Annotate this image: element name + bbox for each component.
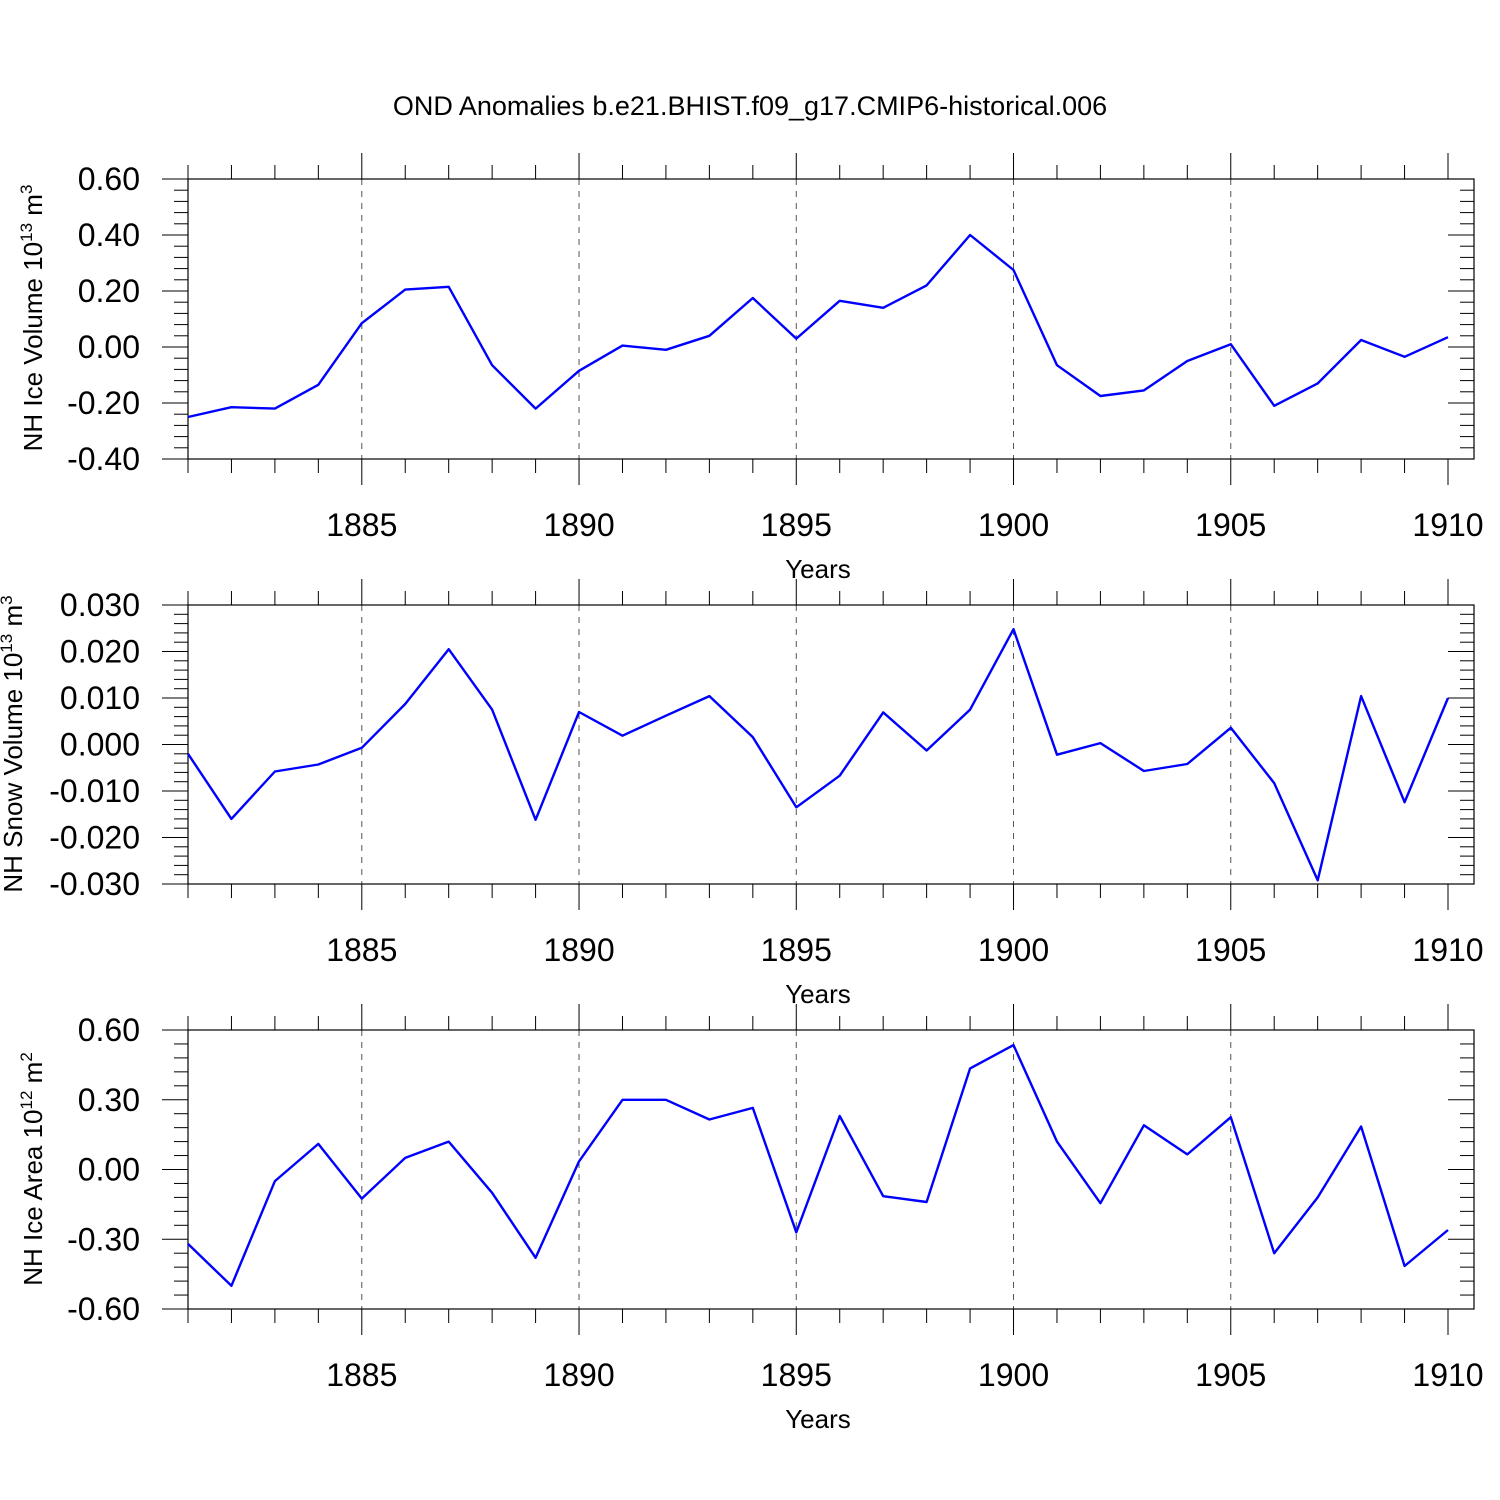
plot-frame (187, 604, 1475, 885)
x-tick-label: 1890 (543, 507, 614, 543)
x-tick-label: 1895 (761, 1357, 832, 1393)
x-tick-label: 1885 (326, 1357, 397, 1393)
y-tick-label: 0.20 (78, 273, 140, 309)
x-tick-label: 1895 (761, 507, 832, 543)
y-tick-label: -0.010 (49, 773, 140, 809)
x-axis-title: Years (785, 554, 851, 584)
y-tick-label: -0.030 (49, 866, 140, 902)
y-tick-label: -0.30 (67, 1221, 140, 1257)
y-tick-label: 0.60 (78, 1012, 140, 1048)
y-tick-label: 0.000 (60, 727, 140, 763)
x-tick-label: 1905 (1195, 1357, 1266, 1393)
y-tick-label: 0.40 (78, 217, 140, 253)
figure-title: OND Anomalies b.e21.BHIST.f09_g17.CMIP6-… (393, 91, 1107, 121)
x-tick-label: 1910 (1412, 507, 1483, 543)
plot-frame (187, 178, 1475, 460)
y-tick-label: 0.010 (60, 680, 140, 716)
y-axis-label-text: NH Snow Volume 10 (0, 653, 28, 893)
y-tick-label: 0.030 (60, 587, 140, 623)
x-tick-label: 1910 (1412, 932, 1483, 968)
y-tick-label: 0.00 (78, 329, 140, 365)
y-tick-label: 0.020 (60, 634, 140, 670)
x-tick-label: 1910 (1412, 1357, 1483, 1393)
x-tick-label: 1885 (326, 932, 397, 968)
x-tick-label: 1900 (978, 507, 1049, 543)
y-axis-title: NH Ice Area 1012 m2 (17, 1052, 48, 1286)
panel-nh-ice-area: NH Ice Area 1012 m2 Years 0.60 0.30 0.00 -0… (17, 1004, 1484, 1434)
x-tick-label: 1900 (978, 932, 1049, 968)
y-axis-label-text: NH Ice Area 10 (18, 1109, 48, 1285)
y-axis-title: NH Snow Volume 1013 m3 (0, 595, 28, 892)
y-tick-label: -0.40 (67, 441, 140, 477)
x-tick-label: 1890 (543, 932, 614, 968)
y-tick-label: -0.20 (67, 385, 140, 421)
y-tick-label: -0.020 (49, 820, 140, 856)
y-tick-label: 0.60 (78, 161, 140, 197)
y-tick-label: 0.30 (78, 1082, 140, 1118)
y-axis-label-text: NH Ice Volume 10 (18, 242, 48, 452)
x-axis-title: Years (785, 1404, 851, 1434)
series-line (187, 628, 1450, 882)
x-tick-label: 1895 (761, 932, 832, 968)
y-tick-label: 0.00 (78, 1152, 140, 1188)
x-tick-label: 1900 (978, 1357, 1049, 1393)
series-line (187, 1043, 1449, 1288)
x-tick-label: 1905 (1195, 507, 1266, 543)
x-tick-label: 1905 (1195, 932, 1266, 968)
y-tick-label: -0.60 (67, 1291, 140, 1327)
x-tick-label: 1885 (326, 507, 397, 543)
series-line (187, 233, 1449, 419)
x-tick-label: 1890 (543, 1357, 614, 1393)
plot-frame (187, 1029, 1475, 1310)
y-axis-title: NH Ice Volume 1013 m3 (17, 185, 48, 452)
panel-nh-ice-volume: NH Ice Volume 1013 m3 Years 0.60 0.40 0.20… (17, 153, 1484, 584)
panel-nh-snow-volume: NH Snow Volume 1013 m3 Years 0.030 0.020 0… (0, 579, 1484, 1009)
x-axis-title: Years (785, 979, 851, 1009)
